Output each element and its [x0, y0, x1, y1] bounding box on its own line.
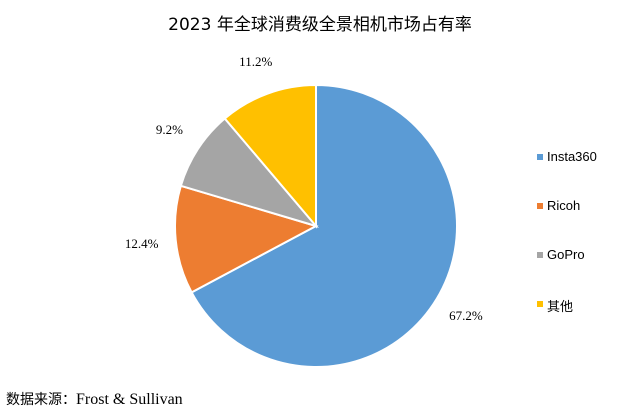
slice-gopro: [179, 117, 319, 228]
data-label-insta360: 67.2%: [449, 308, 483, 324]
slice-ricoh: [174, 184, 319, 294]
source-label: 数据来源：: [6, 392, 76, 408]
chart-title: 2023 年全球消费级全景相机市场占有率: [168, 15, 472, 35]
data-label-ricoh: 12.4%: [124, 235, 159, 251]
data-label-other: 11.2%: [239, 53, 273, 69]
source-text: Frost & Sullivan: [76, 391, 183, 408]
legend-swatch: [537, 301, 543, 307]
legend-label: Insta360: [547, 149, 597, 164]
legend-label: GoPro: [547, 247, 585, 262]
legend-label: Ricoh: [547, 198, 581, 213]
slice-other: [223, 83, 317, 229]
legend-label: 其他: [547, 299, 574, 314]
legend-swatch: [537, 203, 543, 209]
legend-swatch: [537, 154, 543, 160]
data-label-gopro: 9.2%: [155, 122, 184, 138]
legend-swatch: [537, 252, 543, 258]
slice-insta360: [190, 83, 458, 368]
source-note: 数据来源：Frost & Sullivan: [6, 389, 183, 409]
